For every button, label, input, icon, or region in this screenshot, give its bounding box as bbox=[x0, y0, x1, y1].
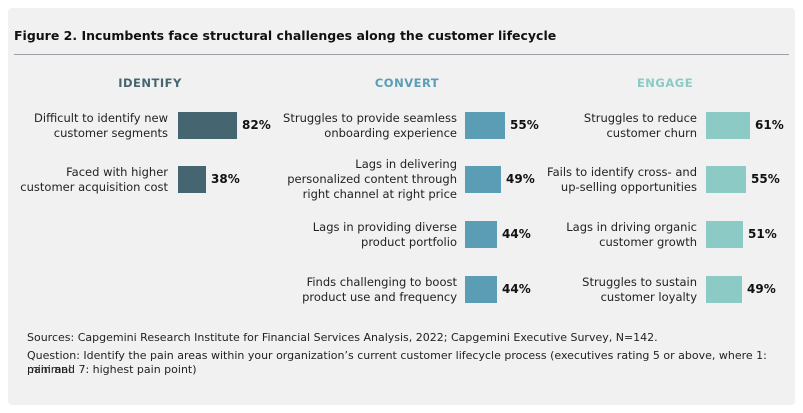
identify-bar-label: Faced with higher customer acquisition co… bbox=[20, 165, 168, 194]
convert-bar-value: 44% bbox=[502, 227, 531, 241]
title-divider bbox=[14, 54, 789, 55]
footer-sources: Sources: Capgemini Research Institute fo… bbox=[27, 331, 658, 344]
convert-bar-value: 55% bbox=[510, 118, 539, 132]
figure-panel bbox=[8, 8, 795, 405]
convert-bar-value: 44% bbox=[502, 282, 531, 296]
figure-title: Figure 2. Incumbents face structural cha… bbox=[14, 28, 557, 43]
engage-bar-label: Fails to identify cross- and up-selling o… bbox=[547, 165, 697, 194]
engage-column-heading: ENGAGE bbox=[636, 76, 694, 90]
engage-bar-value: 51% bbox=[748, 227, 777, 241]
convert-column-heading: CONVERT bbox=[374, 76, 440, 90]
engage-bar-value: 61% bbox=[755, 118, 784, 132]
engage-bar bbox=[706, 221, 743, 248]
convert-bar bbox=[465, 276, 497, 303]
footer-question-line1: Question: Identify the pain areas within… bbox=[27, 349, 767, 376]
identify-column-heading: IDENTIFY bbox=[118, 76, 182, 90]
identify-bar-value: 82% bbox=[242, 118, 271, 132]
convert-bar-label: Lags in providing diverse product portfol… bbox=[312, 220, 457, 249]
convert-bar bbox=[465, 112, 505, 139]
engage-bar bbox=[706, 276, 742, 303]
identify-bar-value: 38% bbox=[211, 172, 240, 186]
engage-bar-label: Struggles to sustain customer loyalty bbox=[582, 275, 697, 304]
footer-question-line2: pain and 7: highest pain point) bbox=[27, 363, 197, 376]
engage-bar-value: 55% bbox=[751, 172, 780, 186]
engage-bar-label: Struggles to reduce customer churn bbox=[583, 111, 697, 140]
convert-bar bbox=[465, 221, 497, 248]
engage-bar-value: 49% bbox=[747, 282, 776, 296]
identify-bar bbox=[178, 166, 206, 193]
convert-bar-label: Struggles to provide seamless onboarding … bbox=[283, 111, 457, 140]
identify-bar-label: Difficult to identify new customer segmen… bbox=[34, 111, 168, 140]
engage-bar-label: Lags in driving organic customer growth bbox=[566, 220, 697, 249]
convert-bar-label: Lags in delivering personalized content t… bbox=[287, 157, 457, 201]
engage-bar bbox=[706, 166, 746, 193]
convert-bar bbox=[465, 166, 501, 193]
identify-bar bbox=[178, 112, 237, 139]
convert-bar-value: 49% bbox=[506, 172, 535, 186]
engage-bar bbox=[706, 112, 750, 139]
convert-bar-label: Finds challenging to boost product use an… bbox=[302, 275, 457, 304]
